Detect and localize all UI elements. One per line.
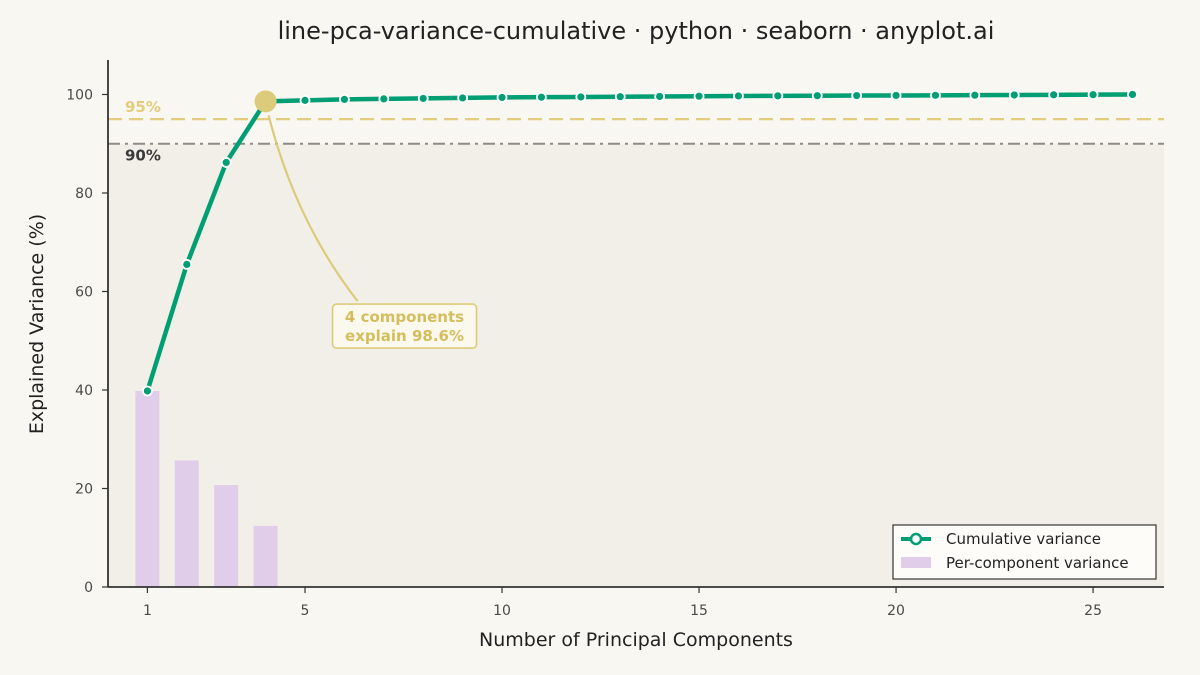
cumulative-point <box>654 91 666 102</box>
cumulative-point <box>575 91 587 103</box>
legend: Cumulative variance Per-component varianc… <box>892 524 1157 580</box>
legend-label-per-component: Per-component variance <box>946 554 1129 572</box>
legend-box <box>892 524 1157 580</box>
cumulative-point <box>693 90 705 102</box>
cumulative-point <box>851 90 863 101</box>
per-component-bar <box>135 390 160 587</box>
x-tick-label: 15 <box>690 603 708 619</box>
cumulative-point <box>772 90 784 102</box>
chart-title: line-pca-variance-cumulative · python · … <box>278 17 995 45</box>
y-tick-label: 60 <box>75 284 93 300</box>
y-axis-title: Explained Variance (%) <box>26 214 48 434</box>
annotation-box <box>331 303 478 349</box>
cumulative-point <box>457 92 469 104</box>
x-tick-label: 20 <box>887 603 905 619</box>
cumulative-point <box>890 90 902 101</box>
cumulative-point <box>299 94 311 106</box>
threshold-label-90: 90% <box>125 147 161 165</box>
y-tick-label: 20 <box>75 481 93 497</box>
cumulative-point <box>339 94 350 105</box>
cumulative-point <box>930 89 941 101</box>
per-component-bar <box>174 460 199 587</box>
per-component-bar <box>214 485 239 587</box>
cumulative-point <box>1127 89 1138 100</box>
annotation-text-line2: explain 98.6% <box>345 327 464 345</box>
cumulative-point <box>969 89 981 101</box>
cumulative-point <box>496 92 508 103</box>
annotation-text-line1: 4 components <box>345 308 464 326</box>
x-tick-label: 1 <box>143 603 152 619</box>
cumulative-point <box>614 91 626 103</box>
x-tick-label: 5 <box>301 603 310 619</box>
cumulative-variance-line <box>145 92 1135 394</box>
cumulative-point <box>811 90 823 102</box>
annotation-arrow <box>267 115 359 302</box>
x-tick-label: 10 <box>493 603 511 619</box>
highlight-marker <box>254 90 277 113</box>
legend-label-cumulative: Cumulative variance <box>946 530 1101 548</box>
cumulative-point <box>181 258 193 270</box>
y-tick-label: 40 <box>75 383 93 399</box>
cumulative-point <box>1008 89 1020 101</box>
cumulative-point <box>733 90 744 102</box>
x-axis-title: Number of Principal Components <box>479 629 793 651</box>
threshold-label-95: 95% <box>125 98 161 116</box>
x-tick-label: 25 <box>1084 603 1102 619</box>
cumulative-point <box>220 157 232 168</box>
cumulative-point <box>1087 89 1099 101</box>
below-threshold-region <box>108 143 1164 587</box>
y-tick-label: 80 <box>75 186 93 202</box>
y-tick-label: 0 <box>84 580 93 596</box>
y-tick-label: 100 <box>66 87 93 103</box>
cumulative-point <box>1048 89 1060 101</box>
legend-bar-swatch <box>901 557 931 568</box>
cumulative-point <box>536 91 547 103</box>
cumulative-point <box>142 385 153 397</box>
cumulative-point <box>417 93 429 104</box>
legend-marker-swatch <box>909 532 923 546</box>
per-component-bar <box>253 525 278 587</box>
cumulative-point <box>378 93 390 105</box>
